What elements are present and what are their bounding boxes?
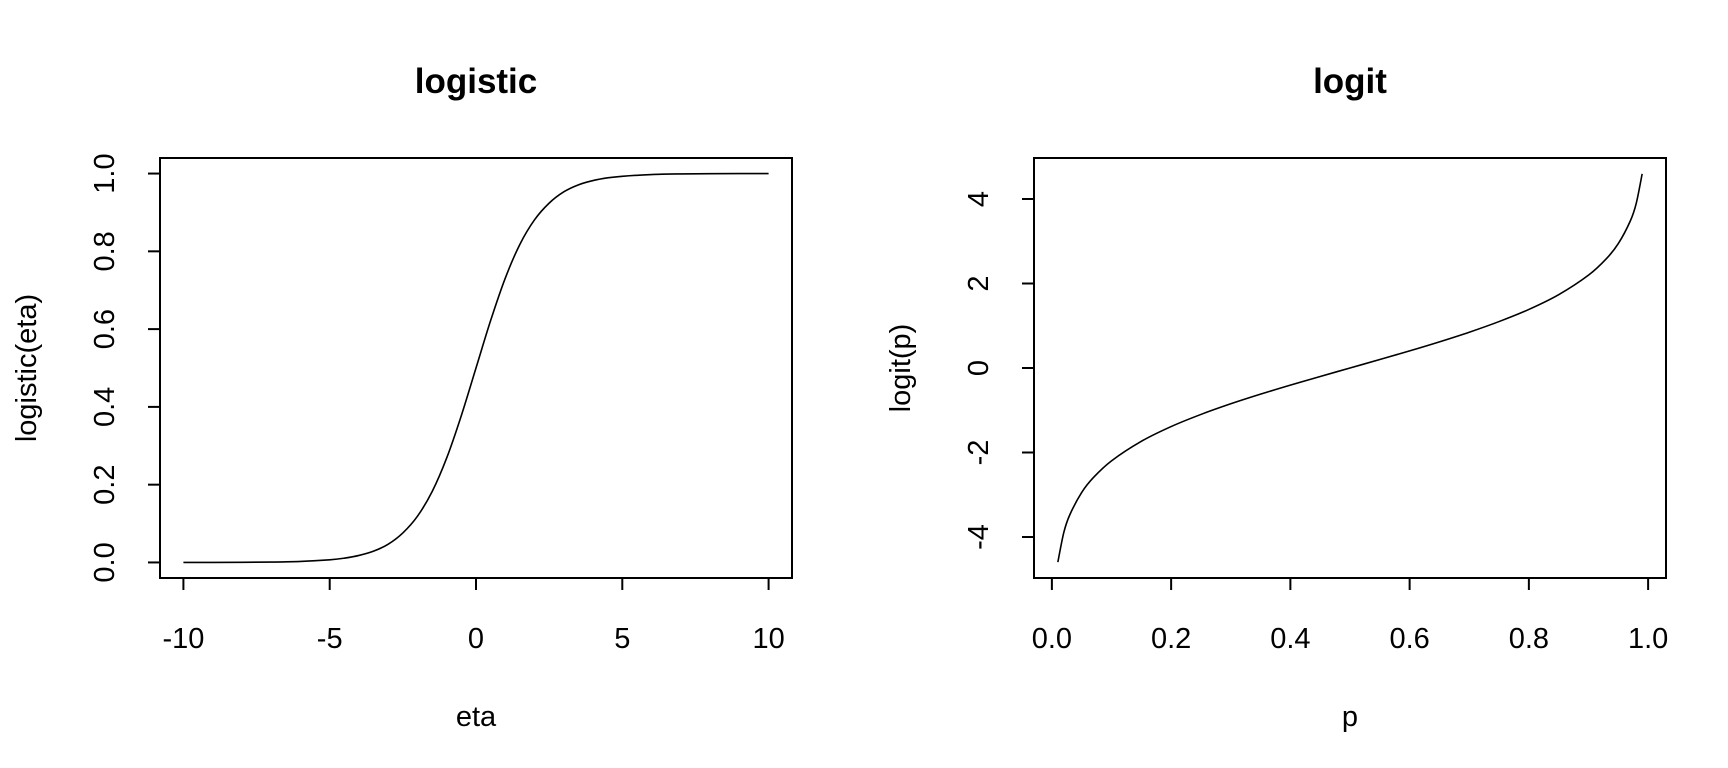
y-axis-label: logit(p)	[885, 324, 917, 413]
x-axis-label: eta	[456, 701, 497, 733]
y-tick-label: 0.2	[89, 465, 121, 505]
x-tick-label: 0.4	[1270, 623, 1310, 655]
logit-panel: logit 0.0 0.2 0.4 0.6 0.8 1.0 -4 -2 0 2 4 p logit…	[885, 62, 1668, 733]
x-tick-label: 5	[614, 623, 630, 655]
logistic-panel: logistic -10 -5 0 5 10 0.0 0.2 0.4 0.6 0.8 1.0 et…	[11, 62, 793, 733]
x-tick-label: 0.6	[1389, 623, 1429, 655]
series-group	[183, 172, 769, 564]
x-axis: 0.0 0.2 0.4 0.6 0.8 1.0	[1032, 577, 1668, 655]
y-tick-label: 0	[963, 360, 995, 376]
y-tick-label: 4	[963, 191, 995, 207]
x-tick-label: 10	[752, 623, 784, 655]
chart-title: logit	[1313, 62, 1387, 101]
y-axis: -4 -2 0 2 4	[963, 191, 1035, 550]
y-tick-label: 0.0	[89, 542, 121, 582]
x-tick-label: 0.0	[1032, 623, 1072, 655]
series-group	[1057, 173, 1643, 563]
x-axis: -10 -5 0 5 10	[162, 577, 785, 655]
series-line	[183, 172, 769, 564]
x-tick-label: -10	[162, 623, 204, 655]
y-axis: 0.0 0.2 0.4 0.6 0.8 1.0	[89, 153, 161, 583]
x-axis-label: p	[1342, 701, 1358, 733]
y-tick-label: -4	[963, 524, 995, 550]
y-tick-label: 2	[963, 275, 995, 291]
x-tick-label: -5	[317, 623, 343, 655]
y-tick-label: 0.6	[89, 309, 121, 349]
x-tick-label: 1.0	[1628, 623, 1668, 655]
y-tick-label: 0.4	[89, 387, 121, 427]
series-line	[1057, 173, 1643, 563]
y-tick-label: 0.8	[89, 231, 121, 271]
chart-title: logistic	[415, 62, 538, 101]
y-tick-label: 1.0	[89, 153, 121, 193]
x-tick-label: 0.8	[1509, 623, 1549, 655]
y-tick-label: -2	[963, 440, 995, 466]
y-axis-label: logistic(eta)	[11, 294, 43, 442]
x-tick-label: 0.2	[1151, 623, 1191, 655]
x-tick-label: 0	[468, 623, 484, 655]
